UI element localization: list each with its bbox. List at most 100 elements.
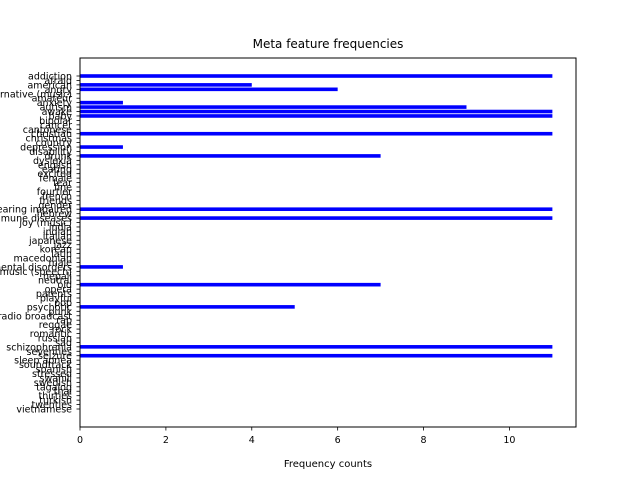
bar [80,109,553,114]
category-label: excited [37,169,72,180]
category-label: drunk [45,151,73,162]
category-label: spanish [36,365,72,376]
x-tick-label: 2 [163,435,169,446]
category-label: angry [45,85,73,96]
category-label: hebrew [37,209,72,220]
category-label: mental disorders [0,262,72,273]
category-label: opera [45,285,72,296]
x-tick-label: 6 [335,435,341,446]
category-label: country [36,138,73,149]
category-label: playful [40,294,72,305]
category-label: psychotic [27,302,72,313]
x-tick-label: 4 [249,435,255,446]
category-label: twenties [31,400,72,411]
category-label: joy (music) [18,218,72,229]
bar [80,353,553,358]
category-label: japanese [28,236,72,247]
category-label: russian [38,333,72,344]
category-label: french [42,191,72,202]
category-label: depression [20,143,72,154]
category-label: christmas [26,134,73,145]
category-label: amateur [32,94,72,105]
category-label: christian [31,129,72,140]
category-label: fear [53,178,72,189]
category-label: radio broadcast [0,311,72,322]
category-label: afraid [44,76,72,87]
category-label: female [39,174,72,185]
category-label: nepali [43,271,72,282]
category-label: awake [42,107,73,118]
category-label: autism [40,103,72,114]
category-label: romantic [30,329,72,340]
category-label: alternative (music) [0,89,72,100]
bar [80,74,553,78]
category-label: india [49,222,72,233]
category-label: cancer [40,120,72,131]
plot-frame [79,57,577,428]
category-label: anxiety [37,98,73,109]
category-label: schizophrenia [6,342,72,353]
bar [80,114,553,118]
category-label: dyslexia [33,156,72,167]
category-label: music (speech) [0,267,72,278]
category-label: rap [56,316,72,327]
x-axis-label: Frequency counts [284,459,372,470]
category-label: disability [29,147,72,158]
category-label: immune diseases [0,214,72,225]
bar [80,345,553,349]
category-label: swahili [40,373,72,384]
category-label: thirties [39,391,73,402]
category-label: korean [40,245,72,256]
category-label: jazz [53,240,72,251]
category-labels: addictionafraidamericanangryalternative … [0,72,80,416]
category-label: vietnamese [16,405,72,416]
category-label: neutral [38,276,72,287]
category-label: parents [36,289,72,300]
category-label: fourtier [37,187,72,198]
bar [80,305,295,309]
category-label: sad [55,338,72,349]
category-label: stressed [32,369,72,380]
bar [80,265,123,269]
bar [80,282,381,287]
bar [80,131,553,136]
category-label: gender [38,200,72,211]
category-label: sleep apnea [14,356,72,367]
category-label: rock [52,325,73,336]
category-label: thai [54,387,72,398]
category-label: indian [43,227,72,238]
bar [80,216,553,220]
x-tick-label: 10 [503,435,515,446]
category-label: pop [54,298,72,309]
bar [80,87,338,92]
bar [80,100,123,105]
category-label: cantonese [23,125,72,136]
category-label: fine [54,183,72,194]
category-label: eating [42,165,72,176]
category-label: friends [39,196,72,207]
bar [80,105,467,109]
category-label: swedish [34,378,72,389]
x-tick-label: 0 [77,435,83,446]
category-label: turkish [39,396,72,407]
category-label: macedonian [14,254,73,265]
category-label: english [38,160,72,171]
category-label: punk [48,307,72,318]
category-label: reggae [39,320,72,331]
category-label: old [58,280,72,291]
bar [80,145,123,149]
bar [80,154,381,158]
category-label: hearing impaired [0,205,72,216]
category-label: male [48,258,72,269]
category-label: seizure [38,351,72,362]
x-ticks: 0 2 4 6 8 10 [77,427,515,446]
category-label: soundtrack [19,360,73,371]
chart-title: Meta feature frequencies [253,37,404,51]
bar [80,83,252,87]
category-label: seventies [27,347,72,358]
bar [80,207,553,211]
category-label: italian [43,231,72,242]
bars-group [80,74,553,358]
category-label: bipolar [39,116,72,127]
